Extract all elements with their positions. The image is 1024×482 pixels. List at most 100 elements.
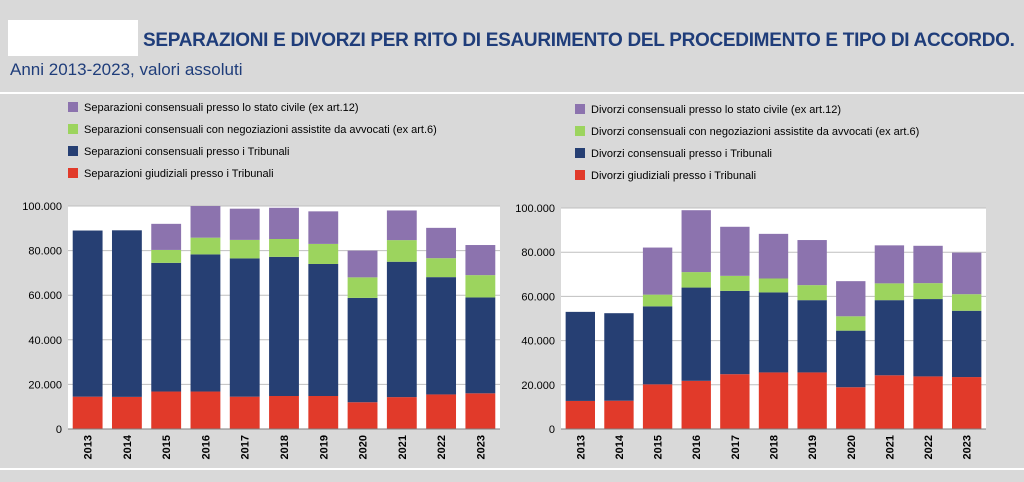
bar-segment [681, 210, 711, 273]
legend-label: Separazioni giudiziali presso i Tribunal… [84, 168, 274, 180]
legend-label: Divorzi consensuali con negoziazioni ass… [591, 126, 919, 138]
bar-segment [190, 254, 221, 392]
legend-swatch [575, 104, 585, 114]
bar-segment [720, 275, 750, 291]
bar-segment [836, 316, 866, 331]
bar-segment [913, 283, 943, 300]
x-tick-label: 2023 [962, 435, 974, 459]
bar-segment [642, 384, 673, 429]
bar-segment [190, 237, 221, 255]
separazioni-chart: Separazioni consensuali presso lo stato … [22, 102, 500, 459]
bar-segment [269, 256, 299, 396]
legend-swatch [68, 102, 78, 112]
x-tick-label: 2014 [122, 434, 134, 459]
x-tick-label: 2013 [575, 435, 587, 459]
bar-segment [758, 278, 789, 293]
y-tick-label: 20.000 [521, 380, 555, 392]
bar-segment [874, 300, 905, 376]
x-tick-label: 2017 [730, 435, 742, 459]
bar-segment [465, 297, 496, 394]
bar-segment [308, 211, 339, 244]
bar-segment [190, 206, 221, 238]
bar-segment [952, 294, 982, 311]
legend-label: Separazioni consensuali con negoziazioni… [84, 124, 437, 136]
bar-segment [565, 311, 595, 401]
bar-segment [308, 243, 339, 264]
y-tick-label: 0 [56, 424, 62, 436]
y-tick-label: 60.000 [521, 291, 555, 303]
bar-segment [758, 292, 789, 373]
x-tick-label: 2016 [691, 435, 703, 459]
bar-segment [642, 247, 673, 295]
legend-label: Separazioni consensuali presso i Tribuna… [84, 146, 289, 158]
bar-segment [111, 230, 142, 397]
bar-segment [720, 290, 750, 375]
y-tick-label: 40.000 [28, 335, 62, 347]
bar-segment [426, 227, 457, 259]
bar-segment [642, 306, 673, 385]
bar-segment [565, 400, 595, 429]
bar-segment [952, 377, 982, 429]
legend-swatch [575, 170, 585, 180]
bar-segment [111, 396, 142, 429]
bar-segment [874, 283, 905, 301]
x-tick-label: 2018 [279, 435, 291, 459]
bar-segment [681, 272, 711, 288]
bar-segment [386, 240, 417, 262]
bar-segment [151, 391, 182, 429]
bar-segment [642, 294, 673, 307]
bar-segment [386, 210, 417, 241]
x-tick-label: 2016 [200, 435, 212, 459]
bar-segment [426, 277, 457, 395]
bar-segment [913, 376, 943, 429]
x-tick-label: 2015 [653, 435, 665, 459]
bar-segment [913, 299, 943, 377]
bar-segment [758, 233, 789, 279]
bar-segment [151, 223, 182, 250]
bar-segment [836, 281, 866, 317]
x-tick-label: 2017 [240, 435, 252, 459]
bar-segment [426, 258, 457, 278]
legend-swatch [68, 146, 78, 156]
page-subtitle: Anni 2013-2023, valori assoluti [10, 60, 243, 79]
bar-segment [151, 249, 182, 263]
divorzi-chart: Divorzi consensuali presso lo stato civi… [515, 104, 986, 459]
x-tick-label: 2019 [318, 435, 330, 459]
bar-segment [347, 297, 378, 403]
bar-segment [229, 396, 260, 429]
bar-segment [797, 372, 827, 429]
bar-segment [347, 250, 378, 278]
legend-swatch [68, 124, 78, 134]
bar-segment [604, 400, 634, 429]
bar-segment [720, 374, 750, 429]
bar-segment [681, 380, 711, 429]
bar-segment [836, 387, 866, 429]
y-tick-label: 60.000 [28, 290, 62, 302]
bar-segment [465, 245, 496, 276]
bar-segment [347, 402, 378, 429]
x-tick-label: 2019 [807, 435, 819, 459]
legend-swatch [575, 148, 585, 158]
bar-segment [797, 300, 827, 373]
x-tick-label: 2015 [161, 435, 173, 459]
top-divider [0, 92, 1024, 94]
bar-segment [952, 252, 982, 295]
bar-segment [426, 394, 457, 429]
x-tick-label: 2022 [923, 435, 935, 459]
legend-label: Divorzi consensuali presso i Tribunali [591, 148, 772, 160]
bar-segment [72, 396, 103, 429]
bar-segment [190, 391, 221, 429]
bottom-divider [0, 468, 1024, 470]
y-tick-label: 20.000 [28, 379, 62, 391]
x-tick-label: 2022 [436, 435, 448, 459]
bar-segment [604, 313, 634, 401]
y-tick-label: 100.000 [515, 203, 555, 215]
bar-segment [347, 277, 378, 298]
y-tick-label: 0 [549, 424, 555, 436]
bar-segment [151, 262, 182, 392]
bar-segment [229, 208, 260, 240]
bar-segment [874, 375, 905, 429]
bar-segment [386, 397, 417, 429]
legend-label: Divorzi consensuali presso lo stato civi… [591, 104, 841, 116]
